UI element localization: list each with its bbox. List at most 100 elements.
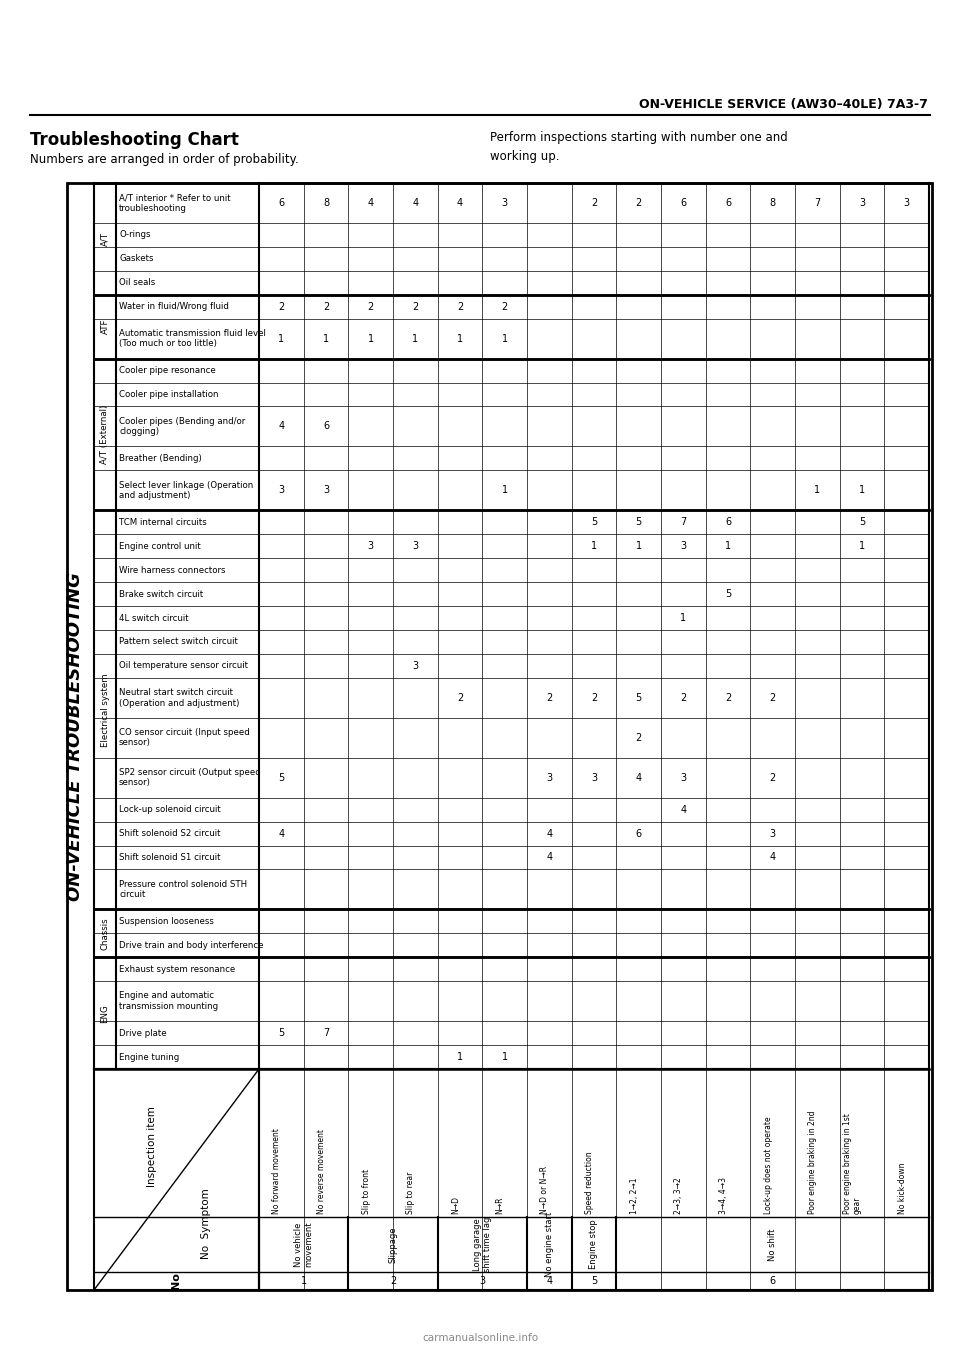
Text: 2: 2	[636, 733, 642, 743]
Text: No vehicle
movement: No vehicle movement	[294, 1222, 313, 1267]
Text: 4: 4	[770, 853, 776, 862]
Text: Engine stop: Engine stop	[589, 1219, 598, 1270]
Text: 3: 3	[323, 485, 329, 496]
Text: Pattern select switch circuit: Pattern select switch circuit	[119, 637, 238, 646]
Text: A/T: A/T	[101, 232, 109, 246]
Text: 3: 3	[479, 1277, 486, 1286]
Text: Perform inspections starting with number one and
working up.: Perform inspections starting with number…	[490, 130, 788, 163]
Text: Troubleshooting Chart: Troubleshooting Chart	[30, 130, 239, 149]
Text: 2: 2	[368, 301, 373, 312]
Text: ON-VEHICLE TROUBLESHOOTING: ON-VEHICLE TROUBLESHOOTING	[66, 572, 84, 900]
Text: 1: 1	[412, 334, 419, 344]
Text: 3: 3	[770, 828, 776, 838]
Text: 1: 1	[368, 334, 373, 344]
Text: Poor engine braking in 2nd: Poor engine braking in 2nd	[808, 1111, 817, 1214]
Text: Cooler pipe installation: Cooler pipe installation	[119, 390, 219, 399]
Text: Pressure control solenoid STH
circuit: Pressure control solenoid STH circuit	[119, 880, 247, 899]
Text: Lock-up does not operate: Lock-up does not operate	[763, 1116, 773, 1214]
Text: Slippage: Slippage	[389, 1226, 397, 1263]
Text: 4: 4	[412, 198, 419, 208]
Text: Engine control unit: Engine control unit	[119, 542, 201, 551]
Text: Numbers are arranged in order of probability.: Numbers are arranged in order of probabi…	[30, 153, 299, 166]
Text: Slip to rear: Slip to rear	[406, 1172, 416, 1214]
Text: 3: 3	[681, 773, 686, 782]
Text: Suspension looseness: Suspension looseness	[119, 917, 214, 926]
Text: 5: 5	[590, 1277, 597, 1286]
Text: 1: 1	[859, 542, 865, 551]
Text: 1: 1	[591, 542, 597, 551]
Text: No kick-down: No kick-down	[898, 1162, 906, 1214]
Text: 7: 7	[814, 198, 821, 208]
Text: 2: 2	[590, 693, 597, 703]
Text: 3→4, 4→3: 3→4, 4→3	[719, 1177, 728, 1214]
Text: No  Symptom: No Symptom	[202, 1188, 211, 1259]
Text: CO sensor circuit (Input speed
sensor): CO sensor circuit (Input speed sensor)	[119, 728, 250, 747]
Text: 1: 1	[300, 1277, 307, 1286]
Text: 2: 2	[457, 301, 463, 312]
Text: 1: 1	[859, 485, 865, 496]
Text: 5: 5	[278, 1028, 284, 1038]
Text: 3: 3	[546, 773, 552, 782]
Text: 1: 1	[278, 334, 284, 344]
Text: Neutral start switch circuit
(Operation and adjustment): Neutral start switch circuit (Operation …	[119, 689, 239, 708]
Text: 3: 3	[591, 773, 597, 782]
Text: 4: 4	[457, 198, 463, 208]
Text: 6: 6	[323, 421, 329, 432]
Text: 4L switch circuit: 4L switch circuit	[119, 614, 188, 622]
Text: 6: 6	[636, 828, 641, 838]
Text: Drive plate: Drive plate	[119, 1028, 167, 1038]
Text: Automatic transmission fluid level
(Too much or too little): Automatic transmission fluid level (Too …	[119, 329, 266, 349]
Text: 1: 1	[725, 542, 732, 551]
Text: No: No	[172, 1272, 181, 1290]
Text: 5: 5	[636, 517, 642, 527]
Text: 5: 5	[278, 773, 284, 782]
Text: Oil temperature sensor circuit: Oil temperature sensor circuit	[119, 661, 248, 671]
Text: A/T interior * Refer to unit
troubleshooting: A/T interior * Refer to unit troubleshoo…	[119, 193, 230, 213]
Text: No reverse movement: No reverse movement	[317, 1128, 326, 1214]
Text: 8: 8	[770, 198, 776, 208]
Text: 2: 2	[770, 773, 776, 782]
Text: TCM internal circuits: TCM internal circuits	[119, 517, 206, 527]
Text: ON-VEHICLE SERVICE (AW30–40LE) 7A3-7: ON-VEHICLE SERVICE (AW30–40LE) 7A3-7	[639, 98, 928, 111]
Text: 2: 2	[636, 198, 642, 208]
Text: 1: 1	[502, 334, 508, 344]
Text: 6: 6	[725, 517, 732, 527]
Text: 3: 3	[903, 198, 910, 208]
Text: Slip to front: Slip to front	[362, 1169, 371, 1214]
Text: Cooler pipe resonance: Cooler pipe resonance	[119, 367, 216, 375]
Text: 3: 3	[412, 661, 419, 671]
Text: O-rings: O-rings	[119, 231, 151, 239]
Text: Wire harness connectors: Wire harness connectors	[119, 566, 226, 574]
Text: Breather (Bending): Breather (Bending)	[119, 454, 202, 463]
Text: 2: 2	[546, 693, 552, 703]
Text: 6: 6	[770, 1277, 776, 1286]
Text: 2→3, 3→2: 2→3, 3→2	[674, 1177, 684, 1214]
Text: Select lever linkage (Operation
and adjustment): Select lever linkage (Operation and adju…	[119, 481, 253, 500]
Text: 6: 6	[725, 198, 732, 208]
Text: ATF: ATF	[101, 319, 109, 334]
Text: 5: 5	[636, 693, 642, 703]
Text: Gaskets: Gaskets	[119, 254, 154, 263]
Text: N→R: N→R	[495, 1196, 505, 1214]
Text: Chassis: Chassis	[101, 917, 109, 949]
Text: N→D: N→D	[451, 1196, 460, 1214]
Text: N→D or N→R: N→D or N→R	[540, 1167, 549, 1214]
Text: 4: 4	[278, 421, 284, 432]
Text: 2: 2	[278, 301, 284, 312]
Text: 4: 4	[368, 198, 373, 208]
Text: 6: 6	[278, 198, 284, 208]
Text: 4: 4	[546, 853, 552, 862]
Text: Engine tuning: Engine tuning	[119, 1052, 180, 1062]
Text: No shift: No shift	[768, 1229, 778, 1260]
Text: Cooler pipes (Bending and/or
clogging): Cooler pipes (Bending and/or clogging)	[119, 417, 245, 436]
Text: 2: 2	[412, 301, 419, 312]
Text: 2: 2	[770, 693, 776, 703]
Text: No forward movement: No forward movement	[273, 1128, 281, 1214]
Text: 2: 2	[501, 301, 508, 312]
Text: 7: 7	[681, 517, 686, 527]
Text: Drive train and body interference: Drive train and body interference	[119, 941, 263, 949]
Text: Inspection item: Inspection item	[147, 1105, 156, 1187]
Text: Electrical system: Electrical system	[101, 674, 109, 747]
Text: 7: 7	[323, 1028, 329, 1038]
Text: 2: 2	[681, 693, 686, 703]
